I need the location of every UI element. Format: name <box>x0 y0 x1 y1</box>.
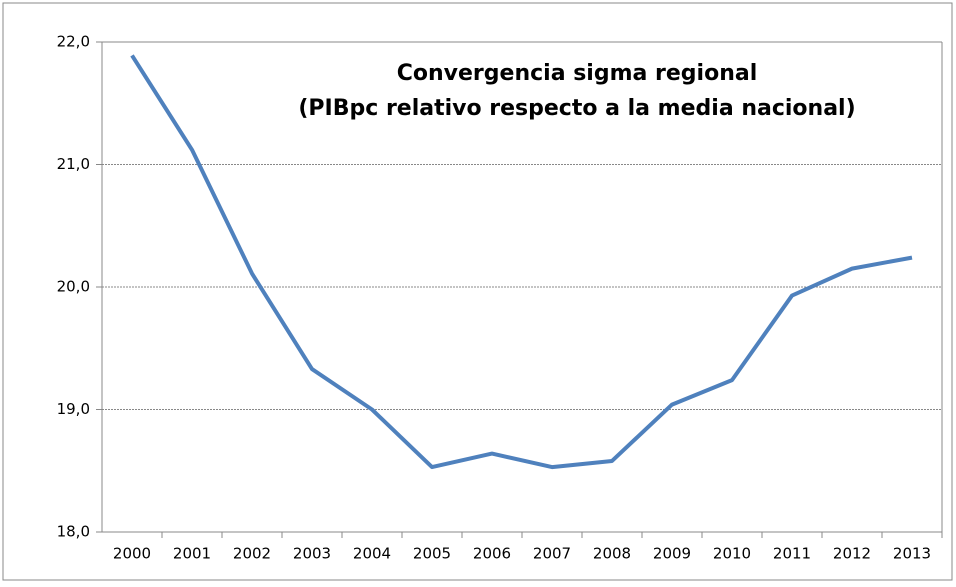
data-line <box>130 54 913 470</box>
chart-title: Convergencia sigma regional <box>397 61 758 86</box>
x-tick-label: 2010 <box>713 545 751 563</box>
x-tick-label: 2002 <box>233 545 271 563</box>
y-tick-label: 19,0 <box>57 400 90 418</box>
x-tick-label: 2011 <box>773 545 811 563</box>
x-tick-label: 2001 <box>173 545 211 563</box>
y-tick-label: 22,0 <box>57 33 90 51</box>
x-tick-label: 2008 <box>593 545 631 563</box>
x-tick-label: 2005 <box>413 545 451 563</box>
chart-subtitle: (PIBpc relativo respecto a la media naci… <box>298 96 855 121</box>
y-tick-label: 20,0 <box>57 278 90 296</box>
x-tick-label: 2000 <box>113 545 151 563</box>
y-tick-label: 21,0 <box>57 155 90 173</box>
x-tick-label: 2003 <box>293 545 331 563</box>
x-tick-label: 2006 <box>473 545 511 563</box>
x-tick-label: 2013 <box>893 545 931 563</box>
y-tick-label: 18,0 <box>57 523 90 541</box>
x-tick-label: 2007 <box>533 545 571 563</box>
x-tick-label: 2009 <box>653 545 691 563</box>
x-tick-label: 2012 <box>833 545 871 563</box>
x-tick-label: 2004 <box>353 545 391 563</box>
